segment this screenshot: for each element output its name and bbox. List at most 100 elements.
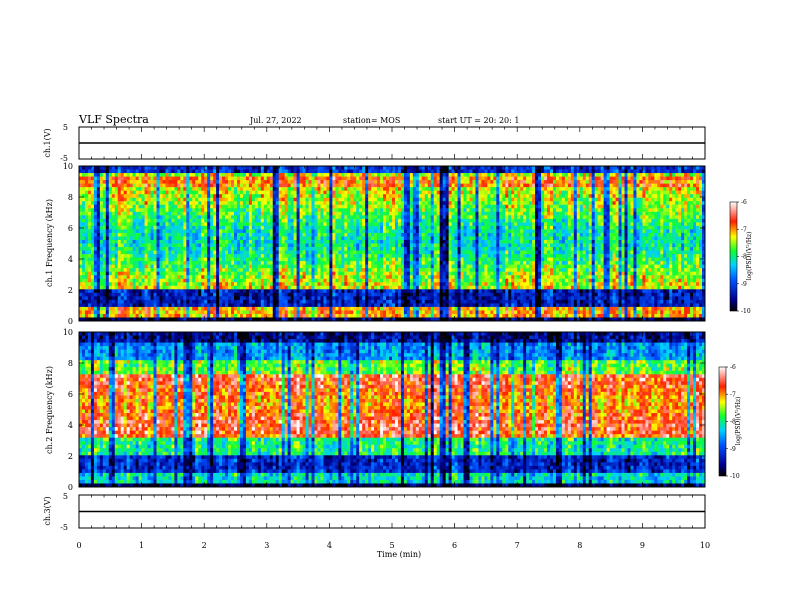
ch1-spectrogram-cell [299,194,303,199]
ch1-spectrogram-cell [234,292,238,297]
ch1-spectrogram-cell [389,166,393,170]
ch1-spectrogram-cell [371,204,375,209]
ch1-spectrogram-cell [204,201,208,206]
ch1-spectrogram-cell [165,197,169,202]
ch1-spectrogram-cell [198,285,202,290]
ch1-spectrogram-cell [144,271,148,276]
ch1-spectrogram-cell [123,303,128,308]
ch1-spectrogram-cell [299,229,303,234]
ch1-spectrogram-cell [350,254,354,258]
ch1-spectrogram-cell [344,261,348,266]
ch1-spectrogram-cell [144,218,148,223]
ch1-spectrogram-cell [144,310,148,315]
ch1-spectrogram-cell [165,208,169,213]
ch1-spectrogram-cell [156,194,160,199]
ch1-spectrogram-cell [219,194,223,199]
ch1-spectrogram-cell [207,211,211,216]
ch1-spectrogram-cell [371,218,375,223]
ch1-spectrogram-cell [356,289,360,294]
ch1-spectrogram-cell [225,218,229,223]
ch1-spectrogram-cell [174,264,178,269]
ch1-spectrogram-cell [371,211,375,216]
ch1-spectrogram-cell [159,289,163,294]
ch1-spectrogram-cell [263,296,268,301]
ch1-spectrogram-cell [195,215,199,220]
ch1-spectrogram-cell [117,180,122,185]
ch1-spectrogram-cell [105,204,110,209]
ch1-spectrogram-cell [162,169,166,174]
ch1-spectrogram-cell [326,310,330,315]
ch1-spectrogram-cell [335,299,339,304]
ch1-spectrogram-cell [201,194,205,199]
ch1-spectrogram-cell [239,264,244,269]
ch1-spectrogram-cell [108,190,113,195]
ch1-spectrogram-cell [356,243,360,248]
ch1-spectrogram-cell [120,282,125,287]
ch1-spectrogram-cell [192,232,196,237]
ch1-spectrogram-cell [79,261,83,266]
ch1-spectrogram-cell [102,289,107,294]
ch1-spectrogram-cell [141,243,145,248]
ch1-spectrogram-cell [248,247,253,251]
ch1-spectrogram-cell [383,190,387,195]
ch1-spectrogram-cell [192,190,196,195]
ch1-spectrogram-cell [383,303,387,308]
ch1-spectrogram-cell [126,254,131,258]
ch1-spectrogram-cell [260,211,265,216]
ch1-spectrogram-cell [406,313,411,318]
ch1-spectrogram-cell [186,299,190,304]
ch1-spectrogram-cell [186,275,190,280]
ch1-spectrogram-cell [108,303,113,308]
ch1-spectrogram-cell [102,222,107,227]
ch1-spectrogram-cell [102,296,107,301]
ch1-spectrogram-cell [392,275,396,280]
ch1-spectrogram-cell [239,215,244,220]
ch1-spectrogram-cell [150,285,154,290]
ch1-spectrogram-cell [231,292,235,297]
ch1-spectrogram-cell [356,278,360,283]
ch1-spectrogram-cell [186,257,190,262]
ch1-spectrogram-cell [168,218,172,223]
ch1-spectrogram-cell [177,176,181,181]
station-label: station= MOS [343,116,400,125]
ch1-spectrogram-cell [219,236,223,241]
ch1-spectrogram-cell [335,289,339,294]
ch1-spectrogram-cell [242,289,247,294]
ch1-spectrogram-cell [326,197,330,202]
ch1-spectrogram-cell [326,264,330,269]
ch1-spectrogram-cell [117,257,122,262]
ch1-spectrogram-cell [293,257,298,262]
ch1-spectrogram-cell [371,313,375,318]
ch1-spectrogram-cell [245,222,250,227]
ch1-spectrogram-cell [260,310,265,315]
ch1-spectrogram-cell [93,254,98,258]
ch1-spectrogram-cell [406,215,411,220]
ch1-spectrogram-cell [225,211,229,216]
ch1-spectrogram-cell [207,261,211,266]
ch1-spectrogram-cell [114,201,119,206]
ch1-spectrogram-cell [144,187,148,192]
ch1-spectrogram-cell [174,296,178,301]
ch1-spectrogram-cell [234,239,238,244]
ch1-spectrogram-cell [102,218,107,223]
ch1-spectrogram-cell [219,222,223,227]
ch1-spectrogram-cell [144,275,148,280]
ch1-spectrogram-cell [403,317,408,321]
ch1-spectrogram-cell [93,268,98,273]
ch1-spectrogram-cell [406,250,411,255]
ch1-spectrogram-cell [126,190,131,195]
ch1-spectrogram-cell [81,282,86,287]
ch1-spectrogram-cell [251,211,256,216]
ch1-spectrogram-cell [159,243,163,248]
ch1-spectrogram-cell [99,183,104,188]
ch1-spectrogram-cell [260,317,265,321]
ch1-spectrogram-cell [96,222,101,227]
ch1-spectrogram-cell [362,250,366,255]
ch1-spectrogram-cell [225,236,229,241]
ch1-spectrogram-cell [144,190,148,195]
ch1-spectrogram-cell [314,211,318,216]
ch1-spectrogram-cell [242,208,247,213]
ch1-spectrogram-cell [117,278,122,283]
ch1-spectrogram-cell [332,187,336,192]
ch1-spectrogram-cell [383,173,387,177]
